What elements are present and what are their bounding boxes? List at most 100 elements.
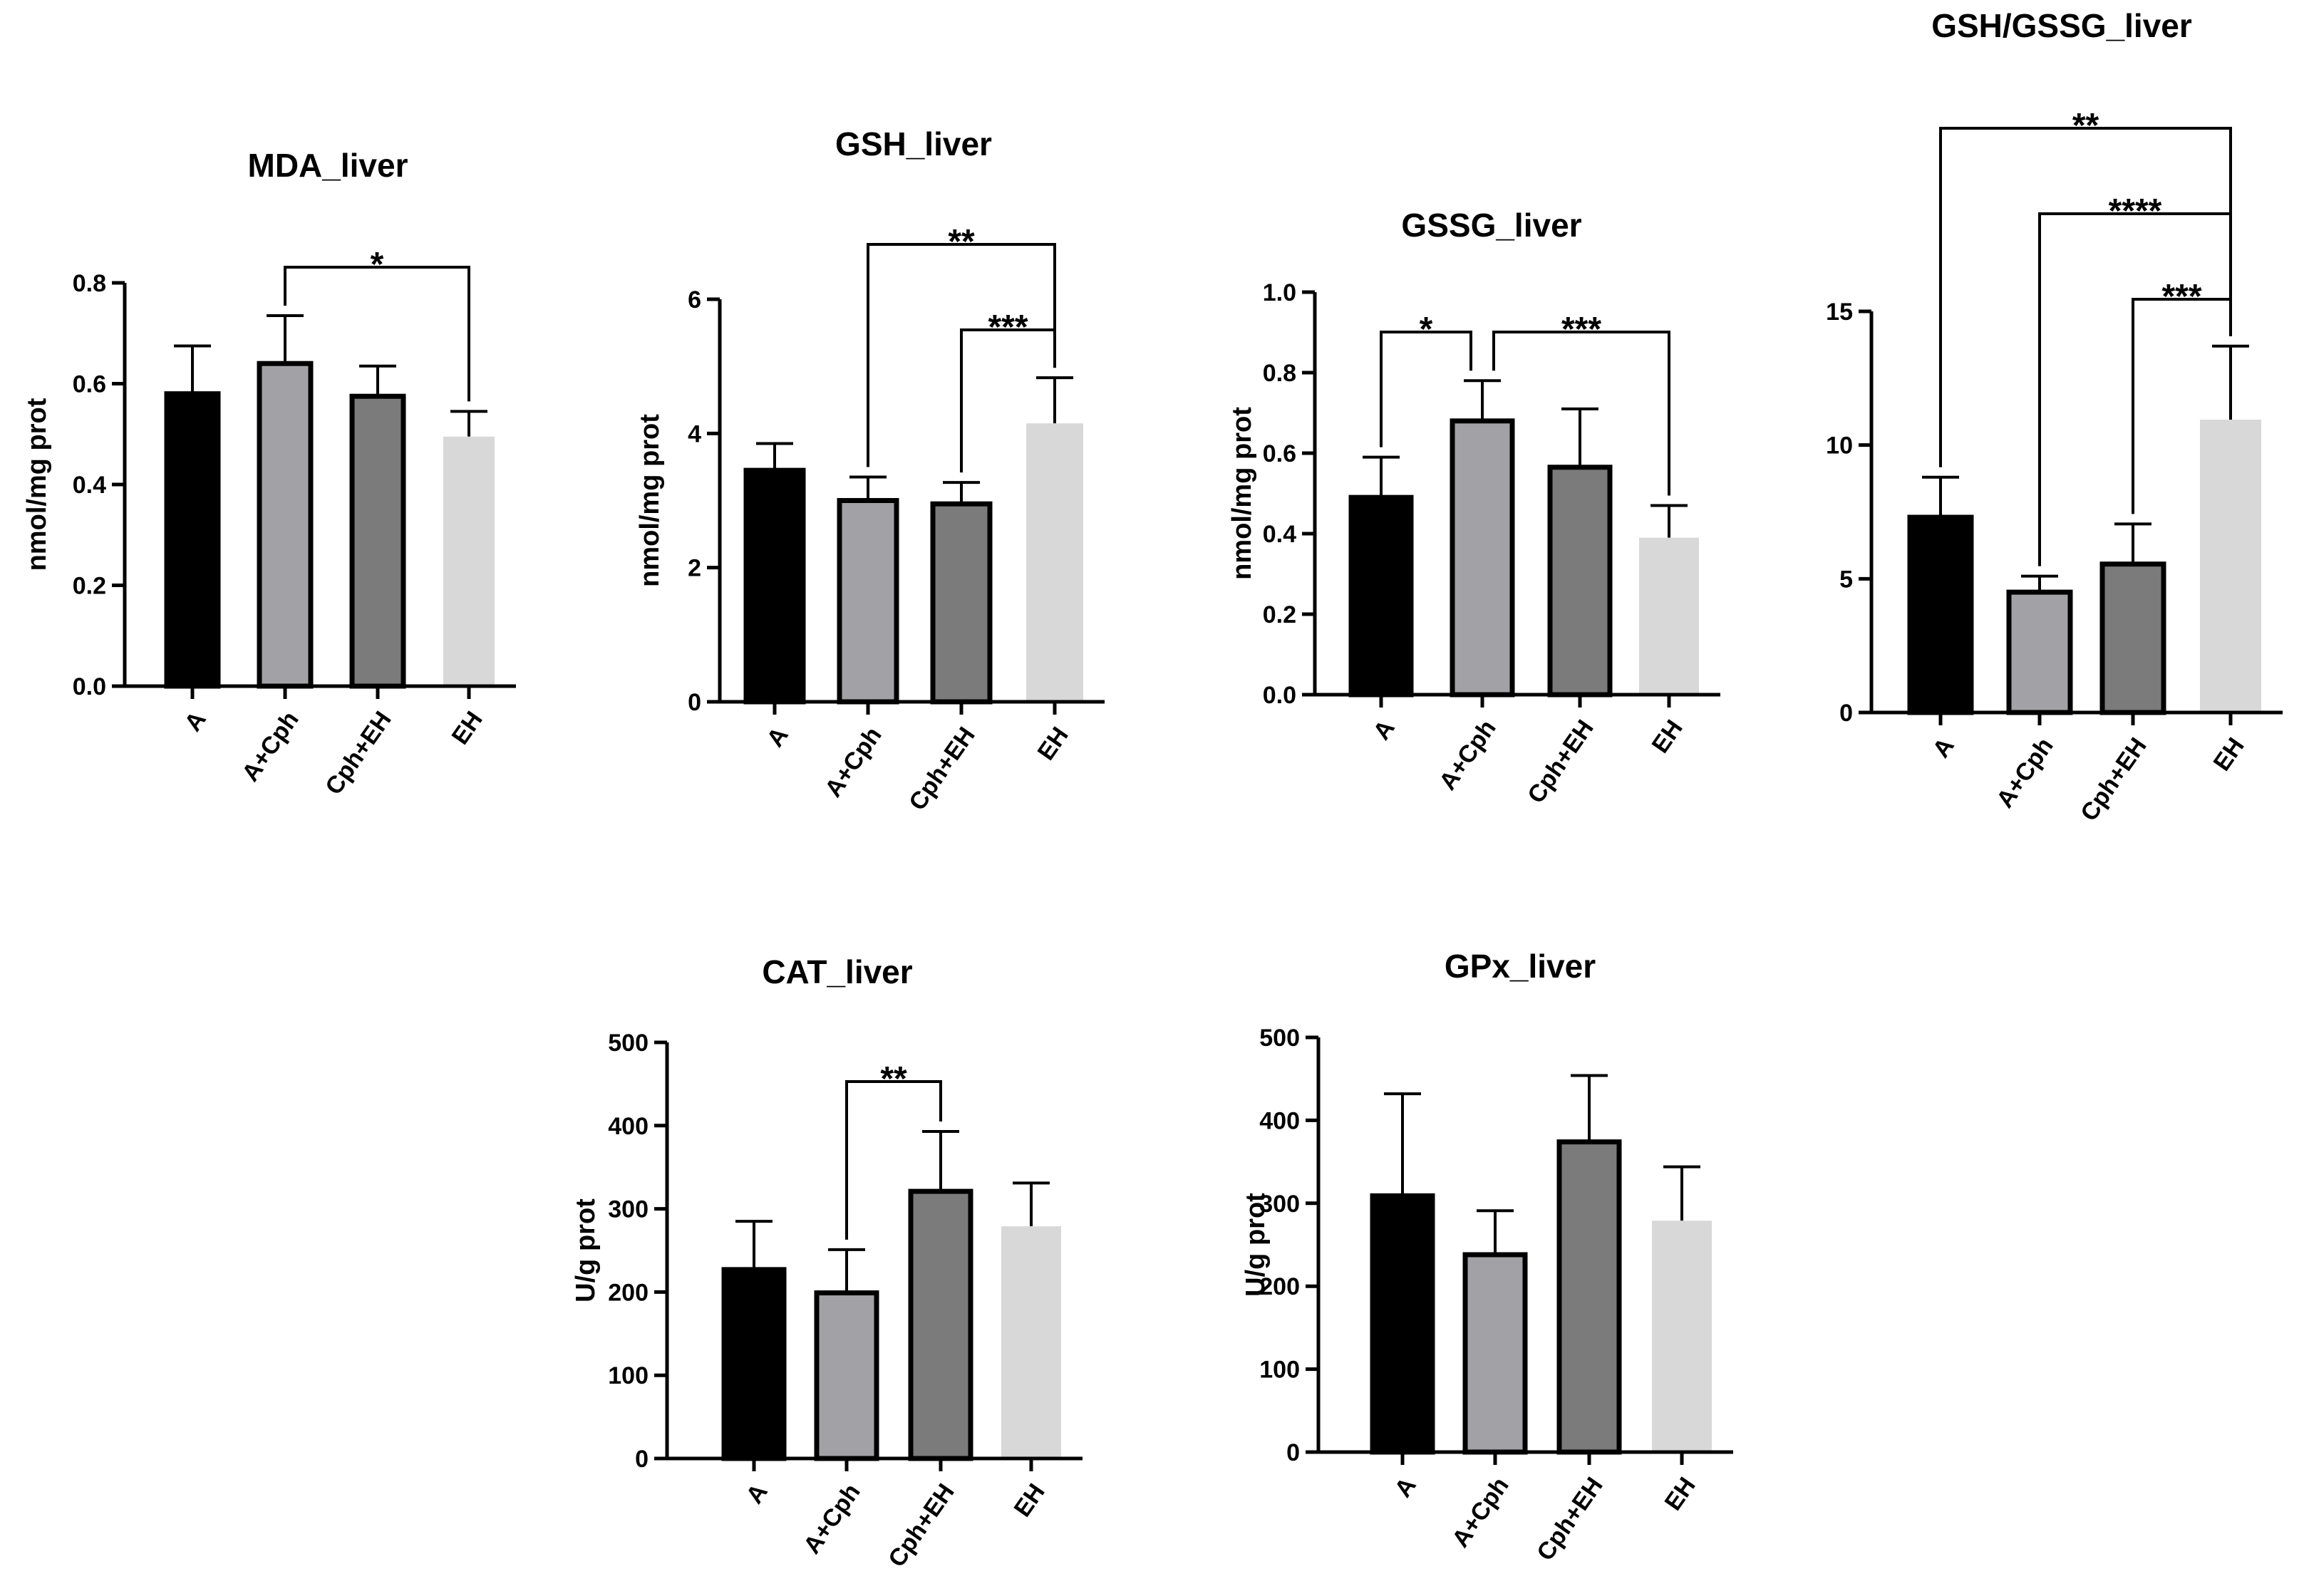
x-tick-label: A: [1368, 715, 1400, 745]
x-tick-label: A+Cph: [1447, 1473, 1514, 1553]
x-tick-label: A: [1390, 1473, 1422, 1503]
x-tick-label: Cph+EH: [320, 707, 397, 800]
bar-a: [743, 467, 806, 705]
y-axis-label: nmol/mg prot: [1227, 407, 1257, 580]
significance-label: ***: [988, 309, 1028, 346]
x-tick-label: Cph+EH: [2075, 733, 2152, 826]
x-tick-label: EH: [1009, 1479, 1050, 1522]
bar-a-plus-cph: [837, 498, 899, 705]
bar-cph-plus-eh: [908, 1188, 973, 1461]
bar-a-plus-cph: [2006, 589, 2073, 715]
y-tick-label: 15: [1826, 299, 1853, 326]
significance-label: **: [948, 223, 975, 261]
significance-bracket: [284, 266, 470, 402]
x-tick-label: EH: [1647, 715, 1688, 758]
bar-a-plus-cph: [1450, 418, 1515, 698]
significance-label: *: [1420, 311, 1433, 348]
bar-a-plus-cph: [1462, 1252, 1528, 1455]
x-tick-label: EH: [1660, 1473, 1701, 1515]
y-tick-label: 0.0: [73, 673, 106, 700]
y-tick-label: 6: [688, 286, 701, 314]
x-tick-label: A: [1928, 733, 1960, 763]
x-tick-label: Cph+EH: [1531, 1473, 1608, 1566]
chart-title: GSH_liver: [835, 125, 992, 162]
bar-a: [1348, 494, 1414, 698]
significance-label: ***: [1561, 311, 1601, 348]
y-tick-label: 2: [688, 555, 701, 582]
y-tick-label: 300: [1259, 1191, 1300, 1218]
chart-title: GSSG_liver: [1401, 207, 1581, 244]
x-tick-label: A+Cph: [237, 707, 304, 787]
chart-gpx: GPx_liver U/g prot 0 100 200 300 400 500 A A+Cph C…: [1241, 948, 1733, 1565]
significance-bracket: [2132, 298, 2232, 514]
bar-cph-plus-eh: [1556, 1139, 1622, 1455]
bar-cph-plus-eh: [349, 393, 406, 689]
x-tick-label: Cph+EH: [904, 722, 981, 816]
y-tick-label: 500: [608, 1030, 649, 1057]
x-tick-label: Cph+EH: [883, 1479, 960, 1572]
y-tick-label: 400: [1259, 1107, 1300, 1134]
significance-bracket: [960, 328, 1056, 473]
y-tick-label: 0: [1839, 700, 1853, 727]
significance-bracket: [845, 1080, 942, 1240]
y-tick-label: 200: [1259, 1273, 1300, 1300]
y-tick-label: 0.4: [1263, 521, 1296, 548]
bar-eh: [1639, 537, 1699, 695]
x-tick-label: EH: [1033, 722, 1074, 765]
y-tick-label: 200: [608, 1279, 649, 1306]
y-axis-label: nmol/mg prot: [635, 414, 665, 587]
y-tick-label: 0: [688, 689, 701, 716]
x-tick-label: EH: [447, 707, 488, 750]
x-tick-label: EH: [2209, 733, 2250, 776]
y-tick-label: 1.0: [1263, 279, 1296, 306]
chart-title: GSH/GSSG_liver: [1931, 7, 2192, 44]
y-tick-label: 0.8: [73, 270, 106, 297]
bar-a: [164, 391, 221, 689]
significance-label: *: [371, 246, 384, 284]
significance-bracket: [2038, 212, 2232, 566]
chart-gssg: GSSG_liver nmol/mg prot 0.0 0.2 0.4 0.6 0.8 1.0…: [1227, 207, 1720, 808]
y-tick-label: 0.4: [73, 472, 106, 499]
y-tick-label: 0.2: [73, 573, 106, 600]
y-tick-label: 0.6: [1263, 440, 1296, 467]
y-tick-label: 10: [1826, 432, 1853, 460]
x-tick-label: A: [180, 707, 212, 737]
x-tick-label: A+Cph: [1434, 715, 1502, 795]
bar-a: [721, 1267, 787, 1461]
chart-title: CAT_liver: [762, 953, 912, 990]
y-tick-label: 400: [608, 1113, 649, 1140]
chart-mda: MDA_liver nmol/mg prot 0.0 0.2 0.4 0.6 0.8 A A+C…: [22, 147, 516, 799]
significance-label: ****: [2109, 192, 2162, 230]
bar-eh: [1001, 1226, 1061, 1458]
significance-label: ***: [2161, 278, 2201, 316]
y-tick-label: 300: [608, 1196, 649, 1223]
x-tick-label: A: [741, 1479, 773, 1509]
bar-a-plus-cph: [257, 361, 314, 689]
bar-cph-plus-eh: [1547, 465, 1613, 698]
y-tick-label: 100: [608, 1362, 649, 1389]
y-axis-label: U/g prot: [1241, 1193, 1271, 1297]
x-tick-label: Cph+EH: [1522, 715, 1599, 809]
bar-a: [1370, 1193, 1435, 1455]
chart-gsh: GSH_liver nmol/mg prot 0 2 4 6 A A+Cph Cph+EH EH *…: [635, 125, 1105, 815]
bar-cph-plus-eh: [930, 501, 993, 705]
y-axis-label: nmol/mg prot: [22, 398, 52, 571]
significance-bracket: [867, 243, 1056, 467]
y-tick-label: 4: [688, 420, 701, 447]
x-tick-label: A+Cph: [820, 722, 887, 802]
significance-bracket: [1380, 331, 1472, 447]
bar-cph-plus-eh: [2099, 561, 2166, 715]
x-tick-label: A: [762, 722, 794, 752]
y-tick-label: 5: [1839, 566, 1853, 593]
y-tick-label: 0.2: [1263, 601, 1296, 628]
bar-eh: [1652, 1221, 1712, 1452]
bar-eh: [443, 436, 495, 686]
y-tick-label: 0.0: [1263, 682, 1296, 709]
chart-title: GPx_liver: [1445, 948, 1596, 985]
y-tick-label: 100: [1259, 1357, 1300, 1384]
x-tick-label: A+Cph: [798, 1479, 866, 1559]
y-tick-label: 0.6: [73, 371, 106, 398]
significance-label: **: [880, 1060, 907, 1098]
